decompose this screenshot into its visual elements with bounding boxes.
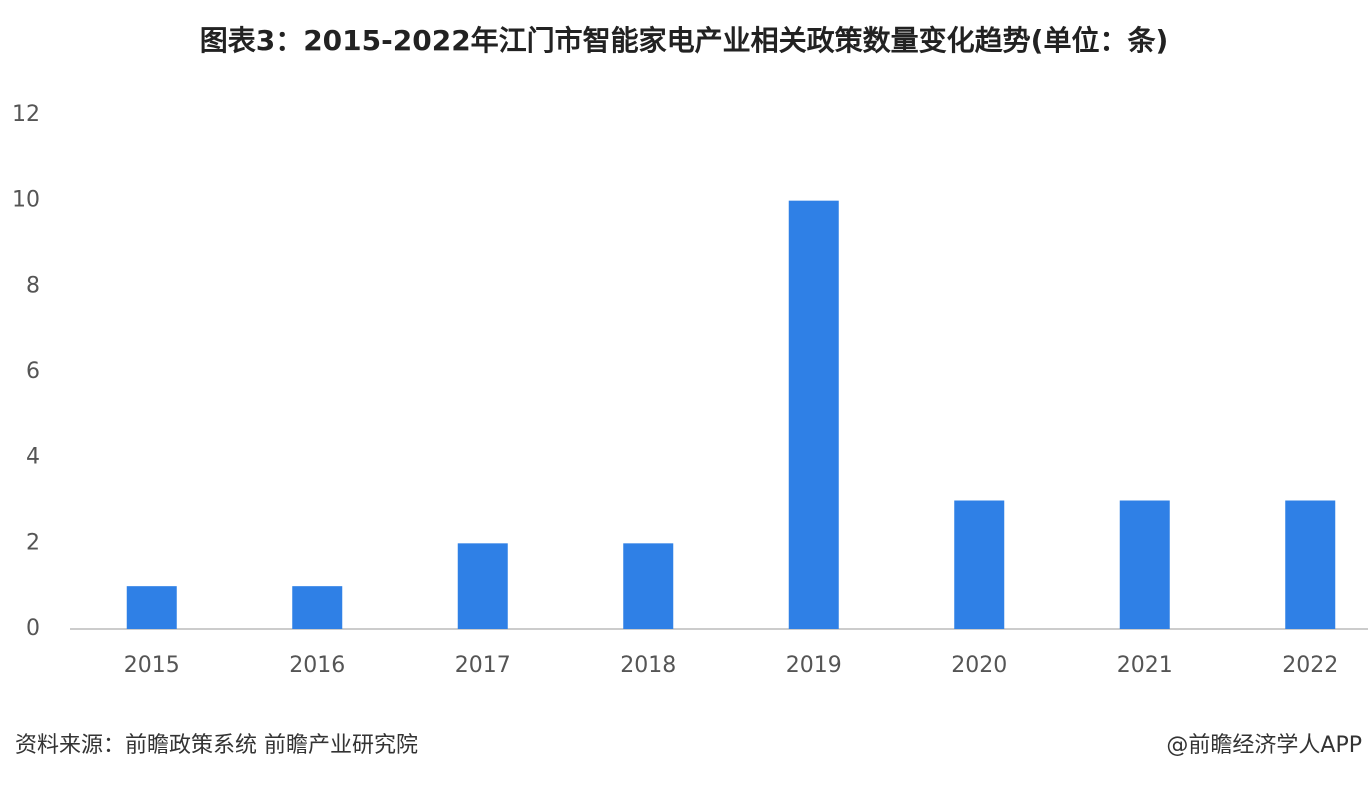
y-tick-label: 8: [26, 273, 40, 298]
x-tick-label: 2018: [620, 653, 676, 678]
y-tick-label: 4: [26, 445, 40, 470]
bar: [1285, 500, 1336, 629]
y-tick-label: 12: [12, 102, 40, 127]
y-tick-label: 0: [26, 616, 40, 641]
bar: [954, 500, 1005, 629]
x-tick-label: 2021: [1117, 653, 1173, 678]
y-tick-label: 2: [26, 530, 40, 555]
x-tick-label: 2015: [124, 653, 180, 678]
bar: [292, 586, 343, 629]
bar: [788, 200, 839, 629]
x-tick-label: 2020: [951, 653, 1007, 678]
bar: [457, 543, 508, 629]
x-tick-label: 2022: [1282, 653, 1338, 678]
x-tick-label: 2016: [289, 653, 345, 678]
source-note: 资料来源：前瞻政策系统 前瞻产业研究院: [15, 733, 418, 758]
x-tick-label: 2017: [455, 653, 511, 678]
bar: [126, 586, 177, 629]
y-tick-label: 6: [26, 359, 40, 384]
bar: [623, 543, 674, 629]
x-tick-label: 2019: [786, 653, 842, 678]
chart-title: 图表3：2015-2022年江门市智能家电产业相关政策数量变化趋势(单位：条): [200, 24, 1169, 57]
y-tick-label: 10: [12, 188, 40, 213]
bar: [1119, 500, 1170, 629]
credit: @前瞻经济学人APP: [1166, 733, 1362, 758]
